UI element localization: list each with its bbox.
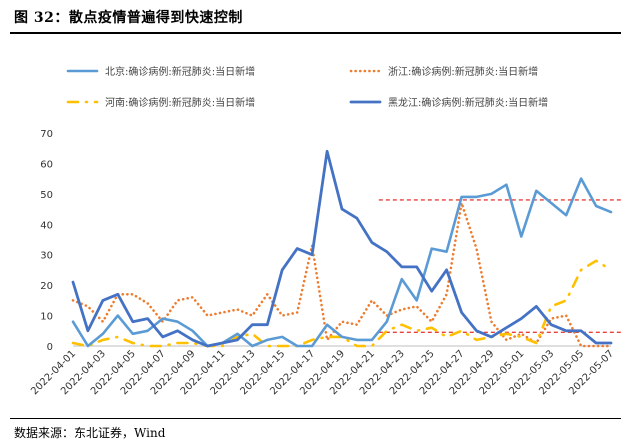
legend: 北京:确诊病例:新冠肺炎:当日新增 浙江:确诊病例:新冠肺炎:当日新增河南:确诊病… [66, 65, 548, 109]
title-divider [10, 32, 621, 34]
series-line-zhejiang [71, 201, 613, 348]
series-line-beijing [71, 177, 613, 348]
y-tick-label: 10 [40, 312, 53, 323]
series-line-heilongjiang [71, 149, 613, 348]
source-note: 数据来源：东北证券，Wind [14, 426, 166, 440]
y-tick-label: 60 [40, 159, 53, 170]
legend-label-heilongjiang: 黑龙江:确诊病例:新冠肺炎:当日新增 [388, 96, 548, 109]
source-divider [10, 418, 621, 419]
legend-label-beijing: 北京:确诊病例:新冠肺炎:当日新增 [105, 65, 255, 78]
figure-title: 图 32：散点疫情普遍得到快速控制 [14, 10, 243, 26]
legend-label-zhejiang: 浙江:确诊病例:新冠肺炎:当日新增 [388, 65, 538, 78]
series-line-henan [71, 259, 613, 348]
legend-label-henan: 河南:确诊病例:新冠肺炎:当日新增 [105, 96, 255, 109]
y-tick-label: 70 [40, 129, 53, 140]
y-tick-label: 20 [40, 281, 53, 292]
y-tick-label: 0 [47, 342, 53, 353]
y-tick-label: 50 [40, 190, 53, 201]
y-tick-label: 30 [40, 251, 53, 262]
series-lines [71, 149, 613, 348]
axes: 0102030405060702022-04-012022-04-032022-… [29, 129, 616, 397]
y-tick-label: 40 [40, 220, 53, 231]
